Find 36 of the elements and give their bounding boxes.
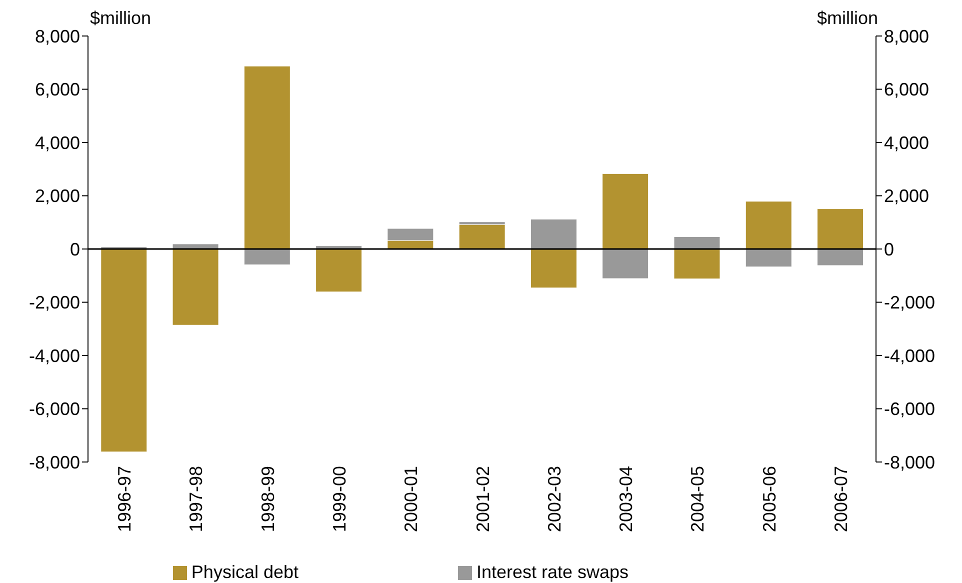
x-tick-label: 2005-06 [759, 466, 780, 532]
y-tick-label: -8,000 [28, 452, 80, 472]
y-tick-label: -2,000 [28, 292, 80, 313]
y-axis-title: $million [90, 8, 152, 29]
bar [458, 224, 506, 250]
legend-label: Physical debt [191, 562, 298, 582]
x-tick-label: 1997-98 [186, 466, 206, 532]
x-tick-label: 2006-07 [830, 466, 851, 532]
x-tick-label: 2003-04 [616, 466, 636, 532]
y2-tick-label: -2,000 [884, 292, 936, 313]
y2-tick-label: -6,000 [884, 399, 936, 420]
x-tick-label: 1999-00 [330, 466, 350, 532]
y-tick-label: 0 [70, 239, 80, 260]
y2-tick-label: 0 [884, 239, 894, 260]
x-tick-label: 2002-03 [544, 466, 564, 532]
y2-axis-title: $million [816, 8, 878, 29]
x-tick-label: 2004-05 [688, 466, 708, 532]
y-tick-label: 4,000 [34, 132, 80, 153]
y2-tick-label: -4,000 [884, 346, 936, 366]
y-tick-label: -6,000 [28, 399, 80, 420]
y2-tick-label: -8,000 [884, 452, 936, 472]
y-tick-label: 6,000 [34, 80, 80, 100]
bar [316, 248, 362, 292]
y-tick-label: 8,000 [34, 26, 80, 46]
y2-tick-label: 2,000 [884, 186, 930, 206]
y2-tick-label: 4,000 [884, 132, 930, 153]
bar [100, 248, 148, 452]
x-tick-label: 1996-97 [114, 466, 135, 532]
x-tick-label: 2001-02 [472, 466, 493, 532]
y2-tick-label: 8,000 [884, 26, 930, 46]
legend-label: Interest rate swaps [476, 562, 629, 582]
y-tick-label: -4,000 [28, 346, 80, 366]
x-tick-label: 2000-01 [401, 466, 422, 532]
y-tick-label: 2,000 [34, 186, 80, 206]
y2-tick-label: 6,000 [884, 80, 930, 100]
x-tick-label: 1998-99 [258, 466, 278, 532]
